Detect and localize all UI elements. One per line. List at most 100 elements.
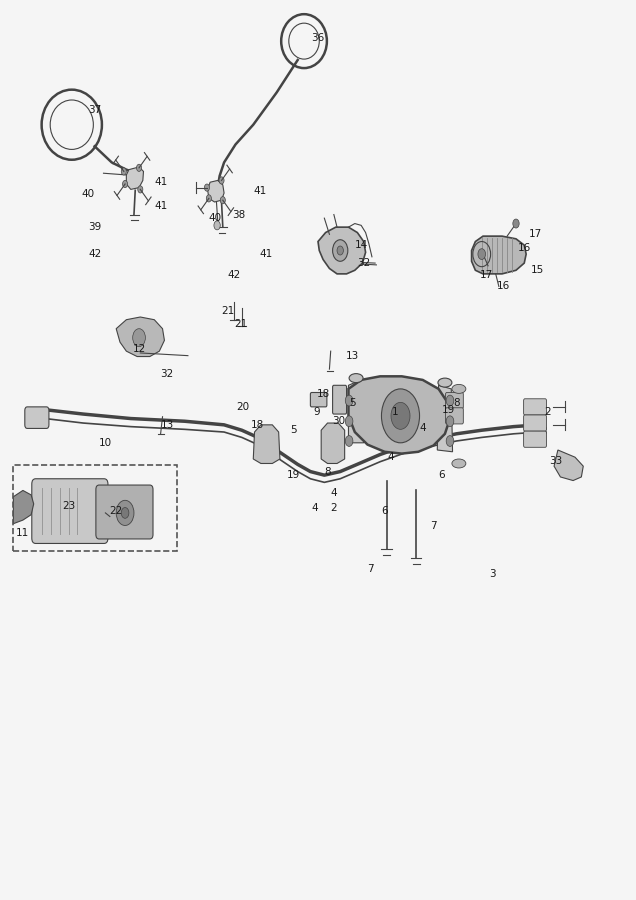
Polygon shape: [318, 227, 366, 274]
Polygon shape: [554, 450, 583, 481]
Text: 4: 4: [331, 488, 337, 498]
FancyBboxPatch shape: [32, 479, 108, 544]
Text: 30: 30: [332, 416, 345, 427]
Circle shape: [121, 508, 129, 518]
Text: 20: 20: [237, 402, 250, 412]
FancyBboxPatch shape: [446, 392, 463, 409]
Circle shape: [382, 389, 420, 443]
Ellipse shape: [438, 378, 452, 387]
Circle shape: [204, 184, 209, 191]
Text: 41: 41: [253, 186, 266, 196]
Text: 4: 4: [419, 422, 426, 433]
Circle shape: [220, 196, 225, 203]
FancyBboxPatch shape: [333, 385, 347, 414]
Text: 13: 13: [346, 351, 359, 361]
Circle shape: [121, 167, 127, 175]
FancyBboxPatch shape: [25, 407, 49, 428]
Polygon shape: [207, 180, 224, 202]
Circle shape: [345, 416, 353, 427]
Ellipse shape: [452, 459, 466, 468]
Polygon shape: [321, 423, 345, 464]
Circle shape: [345, 436, 353, 446]
Text: 8: 8: [453, 399, 460, 409]
Polygon shape: [471, 236, 526, 274]
Circle shape: [133, 328, 146, 346]
Polygon shape: [438, 385, 453, 452]
Text: 42: 42: [228, 270, 241, 280]
Text: 12: 12: [132, 345, 146, 355]
Text: 42: 42: [88, 249, 101, 259]
Text: 1: 1: [392, 408, 399, 418]
Text: 8: 8: [324, 467, 331, 478]
Polygon shape: [13, 491, 34, 524]
Circle shape: [333, 239, 348, 261]
FancyBboxPatch shape: [523, 415, 546, 431]
Text: 21: 21: [234, 320, 247, 329]
Text: 21: 21: [221, 306, 235, 316]
Text: 38: 38: [232, 210, 245, 220]
Text: 11: 11: [17, 527, 29, 537]
Text: 18: 18: [317, 390, 329, 400]
Text: 33: 33: [550, 455, 563, 466]
Circle shape: [123, 180, 128, 187]
Text: 32: 32: [357, 258, 370, 268]
Ellipse shape: [452, 384, 466, 393]
FancyBboxPatch shape: [96, 485, 153, 539]
Text: 15: 15: [530, 266, 544, 275]
Text: 6: 6: [438, 470, 445, 481]
Text: 40: 40: [81, 189, 95, 199]
Circle shape: [446, 395, 454, 406]
Text: 6: 6: [382, 506, 388, 516]
Text: 16: 16: [497, 282, 510, 292]
Text: 7: 7: [430, 521, 437, 531]
Text: 40: 40: [209, 213, 222, 223]
Text: 36: 36: [312, 33, 324, 43]
Circle shape: [478, 248, 485, 259]
FancyBboxPatch shape: [523, 399, 546, 415]
Polygon shape: [349, 380, 364, 443]
Polygon shape: [349, 376, 450, 454]
Text: 41: 41: [154, 177, 167, 187]
Text: 39: 39: [88, 222, 101, 232]
Text: 4: 4: [312, 503, 318, 513]
Circle shape: [206, 194, 211, 202]
Bar: [13, 465, 177, 551]
Text: 41: 41: [259, 249, 273, 259]
Text: 18: 18: [251, 419, 265, 430]
Circle shape: [138, 185, 143, 193]
Text: 17: 17: [480, 270, 493, 280]
Circle shape: [137, 164, 142, 171]
Text: 13: 13: [160, 419, 174, 430]
Text: 32: 32: [160, 369, 174, 379]
Circle shape: [214, 220, 220, 230]
Circle shape: [337, 246, 343, 255]
Circle shape: [391, 402, 410, 429]
Circle shape: [345, 395, 353, 406]
Polygon shape: [116, 317, 165, 356]
FancyBboxPatch shape: [523, 431, 546, 447]
Text: 19: 19: [287, 470, 300, 481]
FancyBboxPatch shape: [310, 392, 327, 407]
Polygon shape: [127, 166, 144, 189]
Text: 2: 2: [544, 408, 551, 418]
Circle shape: [446, 416, 454, 427]
Text: 3: 3: [489, 569, 496, 579]
Text: 19: 19: [441, 405, 455, 415]
Text: 9: 9: [314, 408, 320, 418]
Text: 10: 10: [99, 437, 112, 448]
Text: 22: 22: [109, 506, 123, 516]
Circle shape: [446, 436, 454, 446]
Text: 37: 37: [88, 105, 101, 115]
Text: 4: 4: [388, 452, 394, 463]
Text: 16: 16: [518, 243, 531, 253]
Text: 23: 23: [62, 500, 76, 510]
Text: 14: 14: [354, 240, 368, 250]
Text: 5: 5: [350, 399, 356, 409]
Circle shape: [219, 176, 224, 184]
Polygon shape: [253, 425, 280, 464]
Ellipse shape: [349, 374, 363, 382]
Text: 41: 41: [154, 201, 167, 211]
Text: 2: 2: [331, 503, 337, 513]
Circle shape: [116, 500, 134, 526]
Circle shape: [513, 219, 519, 228]
